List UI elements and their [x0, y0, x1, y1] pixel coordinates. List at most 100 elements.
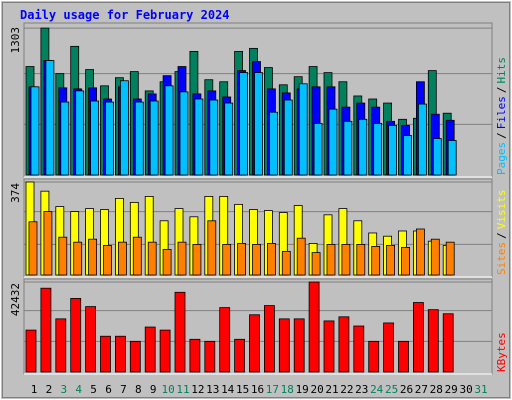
x-tick-label: 13 [206, 383, 219, 396]
x-tick-label: 30 [459, 383, 472, 396]
bar [266, 243, 276, 276]
x-tick-label: 14 [221, 383, 235, 396]
bar [358, 118, 368, 176]
bar [298, 83, 308, 176]
x-tick-label: 2 [46, 383, 53, 396]
x-tick-label: 12 [191, 383, 204, 396]
bar [162, 248, 172, 276]
bar [30, 86, 40, 176]
legend-entry: Files [495, 96, 508, 129]
bar [308, 281, 320, 373]
bar [234, 338, 246, 373]
x-tick-label: 10 [161, 383, 174, 396]
legend-separator: / [495, 232, 508, 239]
x-tick-label: 5 [90, 383, 97, 396]
bar [388, 124, 398, 176]
bar [70, 298, 82, 373]
x-tick-label: 28 [430, 383, 443, 396]
bar [296, 237, 306, 276]
x-tick-label: 15 [236, 383, 249, 396]
x-tick-label: 16 [251, 383, 264, 396]
bar [159, 329, 171, 373]
bar [281, 250, 291, 276]
legend-entry: Pages [495, 142, 508, 175]
bar [343, 120, 353, 176]
legend: Pages / Files / Hits [495, 57, 508, 175]
bar [326, 244, 336, 276]
bar [132, 236, 142, 276]
x-tick-label: 17 [266, 383, 279, 396]
x-tick-label: 23 [355, 383, 368, 396]
bar [353, 325, 365, 373]
x-tick-label: 4 [75, 383, 82, 396]
bar [356, 244, 366, 276]
bar [100, 335, 111, 373]
legend: KBytes [495, 332, 508, 372]
bar [58, 236, 68, 276]
bar [192, 244, 202, 276]
bar [249, 314, 260, 373]
bar [75, 90, 85, 176]
bar [386, 245, 396, 276]
bar [383, 322, 395, 373]
bar [103, 245, 112, 276]
bar [430, 238, 440, 276]
bar [373, 122, 383, 176]
bar [412, 302, 424, 373]
bar [341, 244, 351, 276]
x-tick-label: 26 [400, 383, 413, 396]
x-tick-label: 1 [31, 383, 38, 396]
bar [88, 238, 97, 276]
bar [254, 72, 263, 176]
bar [403, 135, 412, 176]
x-tick-label: 25 [385, 383, 398, 396]
bar [194, 98, 204, 176]
bar [105, 101, 114, 176]
x-tick-label: 19 [296, 383, 309, 396]
legend-separator: / [495, 87, 508, 94]
bar [118, 241, 127, 276]
y-tick-label: 42432 [9, 283, 22, 316]
bar [239, 72, 249, 176]
bar [45, 60, 55, 176]
bar [134, 101, 144, 176]
bar [417, 103, 427, 176]
bar [120, 80, 129, 176]
bar [427, 309, 439, 373]
legend-entry: Sites [495, 242, 508, 275]
bar [219, 307, 231, 373]
legend-entry: Hits [495, 57, 508, 84]
bar [432, 138, 442, 176]
bar [90, 100, 99, 176]
bar [368, 340, 380, 373]
legend-separator: / [495, 132, 508, 139]
legend-entry: KBytes [495, 332, 508, 372]
bar [129, 340, 141, 373]
bar [445, 241, 455, 276]
legend-entry: Visits [495, 190, 508, 230]
bar [268, 111, 278, 176]
bar [144, 326, 156, 373]
x-tick-label: 8 [135, 383, 142, 396]
bar [263, 305, 275, 373]
bar [313, 122, 323, 176]
x-tick-label: 11 [176, 383, 189, 396]
x-tick-label: 6 [105, 383, 112, 396]
x-tick-label: 18 [281, 383, 294, 396]
x-tick-label: 20 [310, 383, 323, 396]
bar [237, 243, 247, 276]
x-tick-label: 21 [325, 383, 338, 396]
bar [147, 241, 157, 276]
bar [43, 211, 53, 276]
bar [174, 291, 186, 373]
bar [164, 85, 174, 176]
chart-title: Daily usage for February 2024 [20, 8, 230, 22]
bar [401, 246, 410, 276]
bar [283, 99, 293, 176]
bar [209, 99, 219, 176]
bar [189, 338, 201, 373]
x-tick-label: 22 [340, 383, 353, 396]
bar [28, 221, 38, 276]
bar [179, 91, 189, 176]
